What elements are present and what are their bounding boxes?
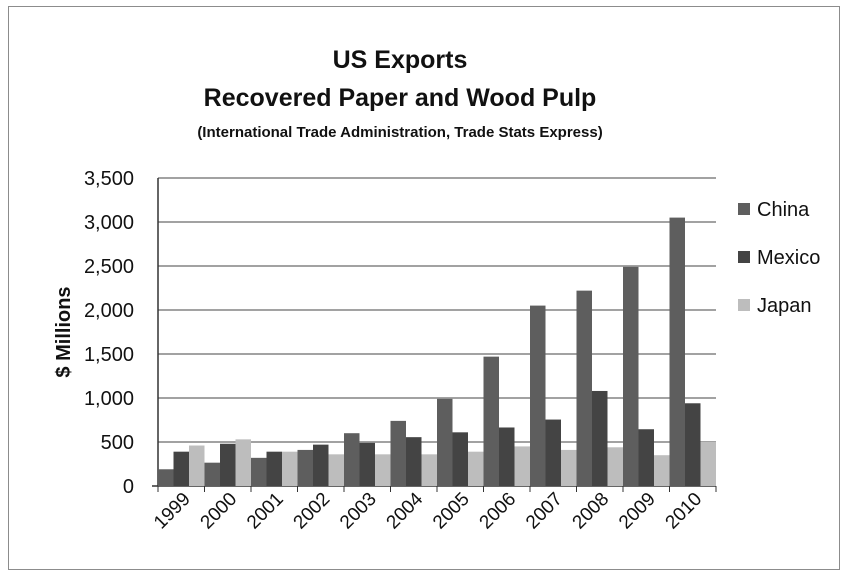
x-tick-label: 2001: [243, 489, 288, 534]
bar-japan: [282, 452, 298, 486]
bar-mexico: [406, 437, 422, 486]
x-tick-label: 2000: [197, 489, 242, 534]
bar-japan: [654, 455, 670, 486]
bar-china: [298, 450, 314, 486]
y-tick-label: 2,000: [84, 300, 134, 322]
legend-swatch-china: [738, 203, 750, 215]
bar-japan: [329, 454, 345, 486]
bar-china: [344, 433, 360, 486]
bar-china: [530, 306, 546, 486]
bar-mexico: [592, 391, 608, 486]
legend-label-mexico: Mexico: [757, 247, 820, 269]
y-tick-label: 3,000: [84, 212, 134, 234]
bar-mexico: [267, 452, 283, 486]
bar-china: [158, 469, 174, 486]
bar-japan: [422, 454, 438, 486]
legend-label-china: China: [757, 199, 810, 221]
y-tick-label: 2,500: [84, 256, 134, 278]
bar-japan: [701, 442, 717, 486]
y-tick-label: 500: [101, 432, 134, 454]
x-tick-label: 2002: [290, 489, 335, 534]
y-tick-label: 1,000: [84, 388, 134, 410]
bar-china: [205, 463, 221, 486]
bar-china: [391, 421, 407, 486]
bar-china: [251, 458, 267, 486]
legend-label-japan: Japan: [757, 295, 812, 317]
x-tick-label: 2010: [662, 489, 707, 534]
legend-swatch-mexico: [738, 251, 750, 263]
bar-japan: [236, 439, 252, 486]
bar-mexico: [220, 444, 236, 486]
legend-swatch-japan: [738, 299, 750, 311]
bar-mexico: [174, 452, 190, 486]
x-tick-label: 2006: [476, 489, 521, 534]
y-tick-label: 3,500: [84, 168, 134, 190]
x-tick-label: 2004: [383, 488, 428, 533]
bar-china: [437, 399, 453, 486]
y-axis-label: $ Millions: [53, 286, 75, 377]
x-tick-label: 2003: [336, 489, 381, 534]
x-tick-label: 2009: [615, 489, 660, 534]
bar-mexico: [313, 445, 329, 486]
bar-china: [484, 357, 500, 486]
y-tick-label: 0: [123, 476, 134, 498]
x-tick-label: 2008: [569, 489, 614, 534]
bar-mexico: [546, 420, 562, 486]
bar-mexico: [360, 443, 376, 486]
y-tick-label: 1,500: [84, 344, 134, 366]
bar-japan: [561, 450, 577, 486]
bar-china: [670, 218, 686, 486]
bar-mexico: [499, 427, 515, 486]
x-tick-label: 1999: [150, 489, 195, 534]
bar-japan: [608, 447, 624, 486]
x-tick-label: 2005: [429, 489, 474, 534]
bar-japan: [375, 454, 391, 486]
bar-japan: [515, 446, 531, 486]
bar-japan: [468, 452, 484, 486]
bar-japan: [189, 446, 205, 486]
bar-china: [577, 291, 593, 486]
bar-mexico: [453, 432, 469, 486]
bar-mexico: [639, 429, 655, 486]
x-tick-label: 2007: [522, 489, 567, 534]
bar-china: [623, 267, 639, 486]
bar-mexico: [685, 403, 701, 486]
